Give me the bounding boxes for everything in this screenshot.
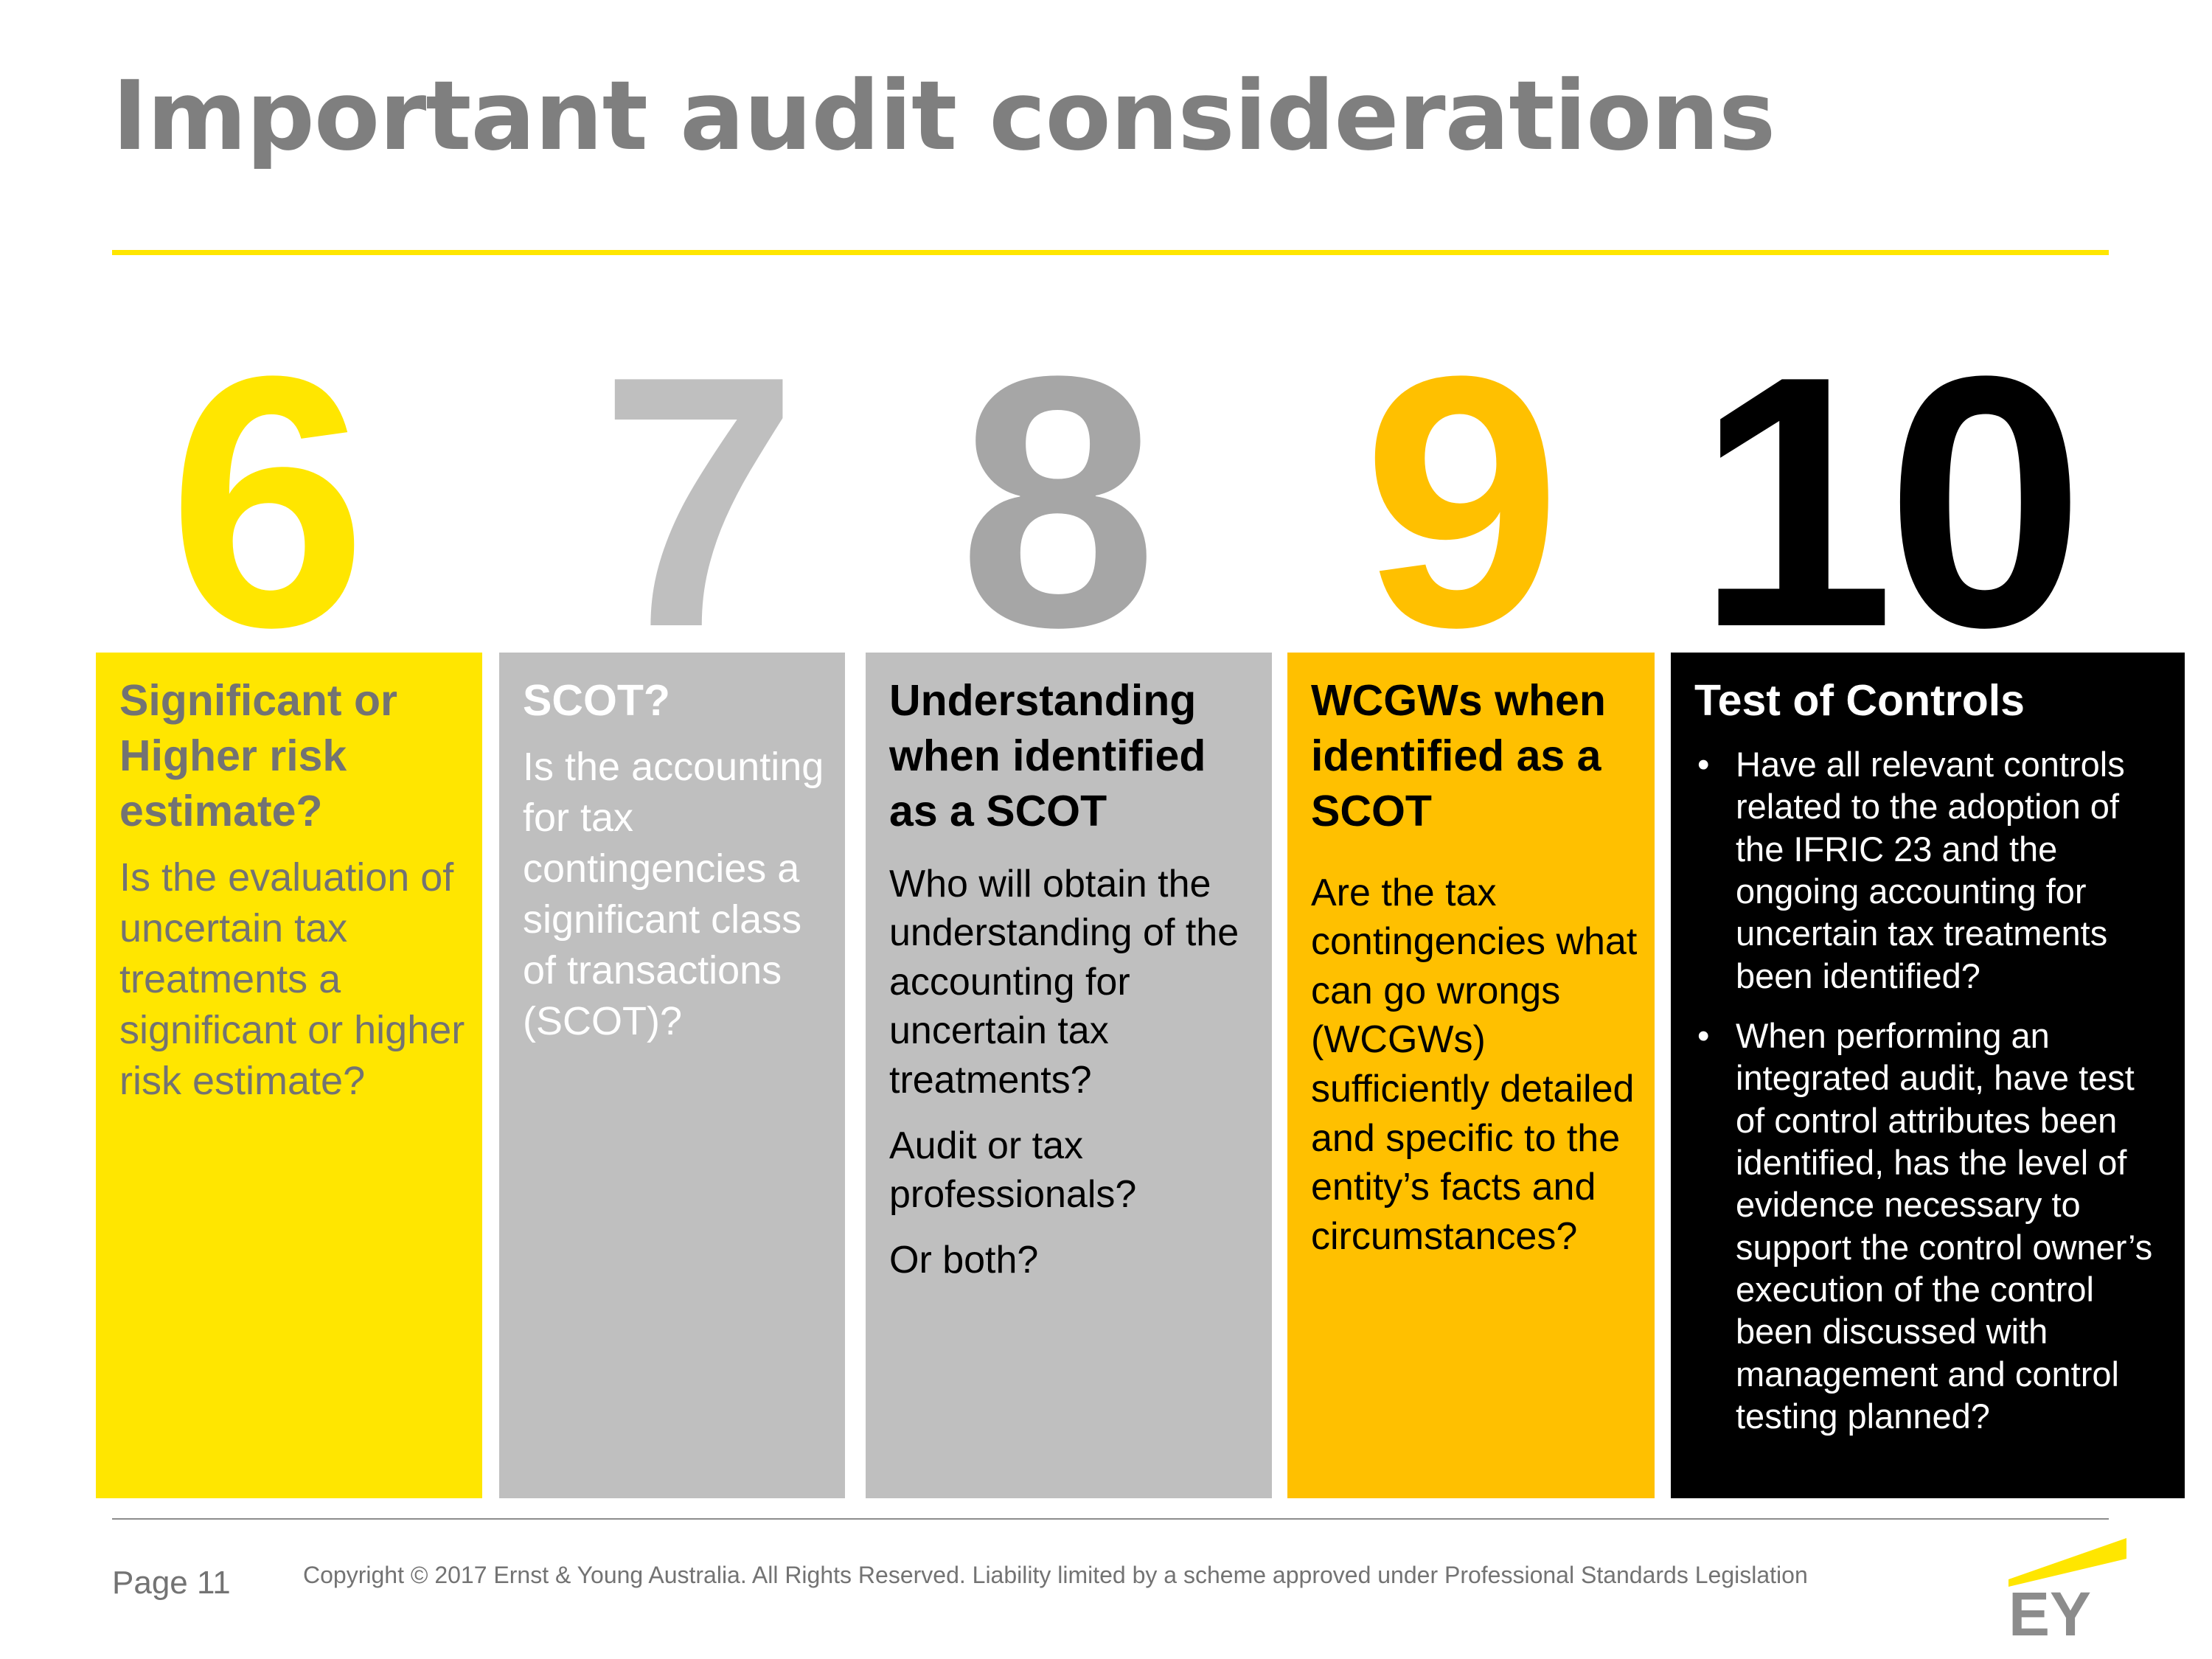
step-number-8: 8 [959,302,1158,701]
title-underline [112,250,2109,255]
bullet-text: Have all relevant controls related to th… [1736,744,2125,995]
step-number-6: 6 [168,302,367,701]
step-number-9: 9 [1363,302,1562,701]
panel-heading: SCOT? [523,676,670,725]
panel-understanding: Understanding when identified as a SCOT … [866,653,1272,1498]
bullet-dot-icon: • [1697,744,1710,784]
footer-divider [112,1518,2109,1520]
bullet-dot-icon: • [1697,1015,1710,1055]
panel-text: Are the tax contingencies what can go wr… [1311,871,1638,1258]
panel-wcgws: WCGWs when identified as a SCOT Are the … [1287,653,1655,1498]
bullet-item: • Have all relevant controls related to … [1694,743,2171,997]
copyright-notice: Copyright © 2017 Ernst & Young Australia… [303,1562,1808,1588]
ey-logo-icon: EY [2008,1538,2126,1640]
ey-logo-beam-icon [2008,1538,2126,1587]
panel-text: Is the accounting for tax contingencies … [523,744,824,1044]
slide-title: Important audit considerations [112,60,1775,172]
panel-test-of-controls: Test of Controls • Have all relevant con… [1671,653,2185,1498]
step-number-7: 7 [599,302,799,701]
bullet-text: When performing an integrated audit, hav… [1736,1015,2153,1436]
panel-heading: Test of Controls [1694,676,2025,725]
panel-heading: WCGWs when identified as a SCOT [1311,676,1606,835]
panel-heading: Significant or Higher risk estimate? [119,676,397,835]
panel-scot: SCOT? Is the accounting for tax continge… [499,653,845,1498]
ey-logo-text: EY [2008,1579,2091,1640]
controls-bullet-list: • Have all relevant controls related to … [1694,743,2171,1437]
panel-heading: Understanding when identified as a SCOT [889,676,1206,835]
panel-text: Audit or tax professionals? [889,1124,1137,1217]
bullet-item: • When performing an integrated audit, h… [1694,1015,2171,1437]
panel-text: Is the evaluation of uncertain tax treat… [119,855,465,1104]
panel-text: Who will obtain the understanding of the… [889,862,1239,1102]
panel-higher-risk-estimate: Significant or Higher risk estimate? Is … [96,653,482,1498]
page-number: Page 11 [112,1565,231,1601]
step-number-10: 10 [1696,302,2084,701]
panel-text: Or both? [889,1238,1039,1281]
